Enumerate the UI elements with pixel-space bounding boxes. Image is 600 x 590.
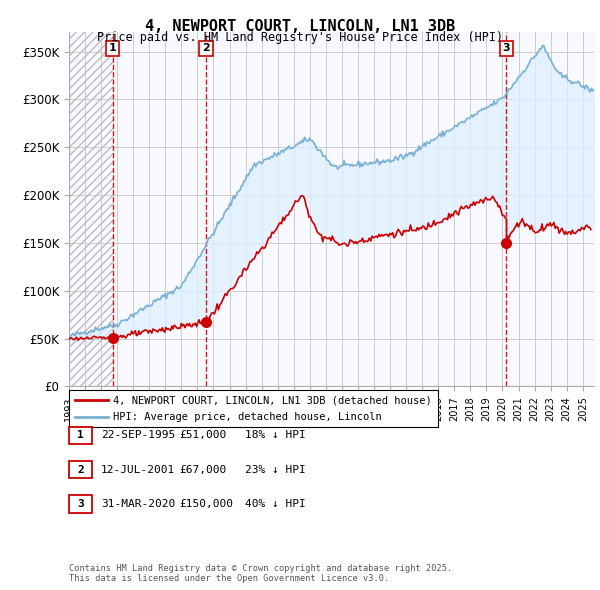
Text: £150,000: £150,000 — [179, 499, 233, 509]
Text: HPI: Average price, detached house, Lincoln: HPI: Average price, detached house, Linc… — [113, 412, 382, 422]
Text: 22-SEP-1995: 22-SEP-1995 — [101, 431, 175, 440]
Text: Price paid vs. HM Land Registry's House Price Index (HPI): Price paid vs. HM Land Registry's House … — [97, 31, 503, 44]
Text: 1: 1 — [109, 44, 117, 53]
Text: 40% ↓ HPI: 40% ↓ HPI — [245, 499, 305, 509]
Text: 1: 1 — [77, 431, 84, 440]
Text: £67,000: £67,000 — [179, 465, 226, 474]
Text: 18% ↓ HPI: 18% ↓ HPI — [245, 431, 305, 440]
Bar — [69, 32, 113, 386]
Text: 31-MAR-2020: 31-MAR-2020 — [101, 499, 175, 509]
Text: 3: 3 — [77, 499, 84, 509]
Text: £51,000: £51,000 — [179, 431, 226, 440]
Text: 2: 2 — [202, 44, 210, 53]
Text: 4, NEWPORT COURT, LINCOLN, LN1 3DB (detached house): 4, NEWPORT COURT, LINCOLN, LN1 3DB (deta… — [113, 395, 431, 405]
Text: 12-JUL-2001: 12-JUL-2001 — [101, 465, 175, 474]
Text: 4, NEWPORT COURT, LINCOLN, LN1 3DB: 4, NEWPORT COURT, LINCOLN, LN1 3DB — [145, 19, 455, 34]
Text: 2: 2 — [77, 465, 84, 474]
Text: Contains HM Land Registry data © Crown copyright and database right 2025.
This d: Contains HM Land Registry data © Crown c… — [69, 563, 452, 583]
Text: 3: 3 — [503, 44, 511, 53]
Text: 23% ↓ HPI: 23% ↓ HPI — [245, 465, 305, 474]
